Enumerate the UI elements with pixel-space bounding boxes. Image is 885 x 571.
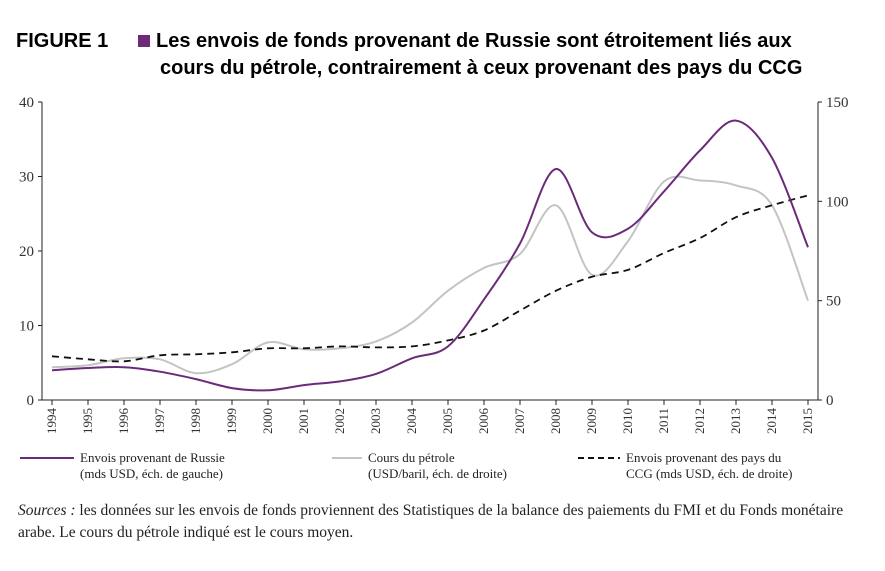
- series-line-0: [51, 119, 809, 392]
- x-tick-label: 2015: [800, 408, 815, 434]
- x-tick-label: 2008: [548, 408, 563, 434]
- figure-title: FIGURE 1 Les envois de fonds provenant de…: [16, 28, 876, 82]
- series-line-1: [51, 175, 809, 375]
- right-tick-label: 150: [826, 95, 849, 111]
- x-tick-label: 2011: [656, 408, 671, 434]
- figure-label: FIGURE 1: [16, 30, 109, 52]
- right-tick-label: 0: [826, 393, 834, 409]
- x-tick-label: 2009: [584, 408, 599, 434]
- x-tick-label: 1995: [80, 408, 95, 434]
- title-line-2: cours du pétrole, contrairement à ceux p…: [160, 57, 803, 79]
- legend-sublabel-1: (USD/baril, éch. de droite): [368, 466, 507, 481]
- legend-sublabel-0: (mds USD, éch. de gauche): [80, 466, 223, 481]
- x-tick-label: 2006: [476, 408, 491, 435]
- chart-series: [51, 119, 809, 392]
- legend-label-2: Envois provenant des pays du: [626, 450, 782, 465]
- x-tick-label: 1996: [116, 408, 131, 435]
- title-line-1: Les envois de fonds provenant de Russie …: [156, 30, 792, 52]
- chart-legend: Envois provenant de Russie(mds USD, éch.…: [20, 450, 792, 481]
- source-label: Sources :: [18, 502, 76, 519]
- x-tick-label: 2002: [332, 408, 347, 434]
- x-tick-label: 2005: [440, 408, 455, 434]
- chart-axes: 0 10 20 30 40 0 50 100 150 1994 1995 1996 1997 1998 19…: [19, 95, 849, 434]
- x-tick-label: 2012: [692, 408, 707, 434]
- x-tick-label: 2007: [512, 408, 527, 435]
- right-tick-label: 50: [826, 294, 841, 310]
- left-tick-label: 30: [19, 170, 34, 186]
- source-text: les données sur les envois de fonds prov…: [18, 502, 844, 541]
- x-tick-label: 1998: [188, 408, 203, 434]
- left-tick-label: 10: [19, 319, 34, 335]
- left-tick-label: 20: [19, 244, 34, 260]
- x-tick-label: 2013: [728, 408, 743, 434]
- x-tick-label: 1994: [44, 408, 59, 435]
- title-square-icon: [138, 35, 150, 48]
- x-tick-label: 2000: [260, 408, 275, 434]
- x-tick-label: 2010: [620, 408, 635, 434]
- x-tick-label: 1997: [152, 408, 167, 435]
- x-tick-label: 2001: [296, 408, 311, 434]
- right-tick-label: 100: [826, 194, 849, 210]
- source-note: Sources : les données sur les envois de …: [18, 500, 868, 544]
- x-tick-label: 2003: [368, 408, 383, 434]
- legend-label-1: Cours du pétrole: [368, 450, 455, 465]
- series-line-2: [51, 194, 809, 363]
- left-tick-label: 0: [27, 393, 35, 409]
- x-tick-label: 2014: [764, 408, 779, 435]
- left-tick-label: 40: [19, 95, 34, 111]
- legend-sublabel-2: CCG (mds USD, éch. de droite): [626, 466, 792, 481]
- legend-label-0: Envois provenant de Russie: [80, 450, 225, 465]
- x-tick-label: 2004: [404, 408, 419, 435]
- x-tick-label: 1999: [224, 408, 239, 434]
